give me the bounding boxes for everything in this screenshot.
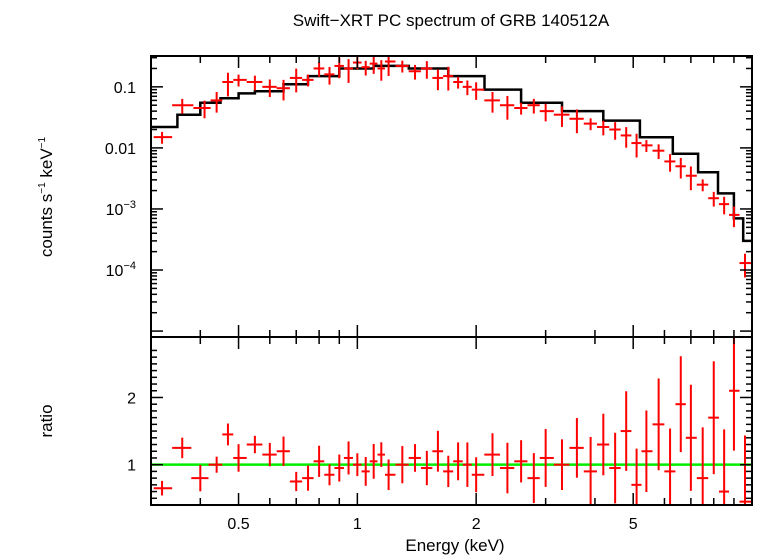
y-label-exp2: −1 xyxy=(37,136,48,148)
y-tick-mantissa: 0.1 xyxy=(114,80,136,97)
x-tick-label: 0.5 xyxy=(227,516,249,533)
model-step-line xyxy=(152,64,751,243)
y-tick-exponent: −3 xyxy=(123,199,136,211)
y-tick-label: 10−4 xyxy=(106,260,136,280)
top-panel-frame xyxy=(150,55,753,338)
y-label-counts: counts s xyxy=(37,194,56,257)
y-tick-exponent: −4 xyxy=(123,260,136,272)
x-tick-label: 1 xyxy=(353,516,362,533)
y-label-exp1: −1 xyxy=(37,182,48,194)
x-axis-label: Energy (keV) xyxy=(405,536,504,555)
top-y-axis-label: counts s−1 keV−1 xyxy=(37,136,56,257)
y-tick-mantissa: 10 xyxy=(106,263,124,280)
x-tick-label: 5 xyxy=(629,516,638,533)
y-tick-label: 0.1 xyxy=(114,80,136,97)
ratio-y-tick-label: 2 xyxy=(127,390,136,407)
bottom-panel-frame xyxy=(150,336,753,506)
y-tick-label: 10−3 xyxy=(106,199,136,219)
ratio-y-tick-label: 1 xyxy=(127,458,136,475)
x-tick-label: 2 xyxy=(472,516,481,533)
y-label-kev: keV xyxy=(37,148,56,183)
y-tick-label: 0.01 xyxy=(105,141,136,158)
chart-title: Swift−XRT PC spectrum of GRB 140512A xyxy=(293,11,610,30)
y-tick-mantissa: 10 xyxy=(106,202,124,219)
bottom-y-axis-label: ratio xyxy=(37,404,56,437)
plot-layer xyxy=(152,57,751,504)
y-tick-mantissa: 0.01 xyxy=(105,141,136,158)
